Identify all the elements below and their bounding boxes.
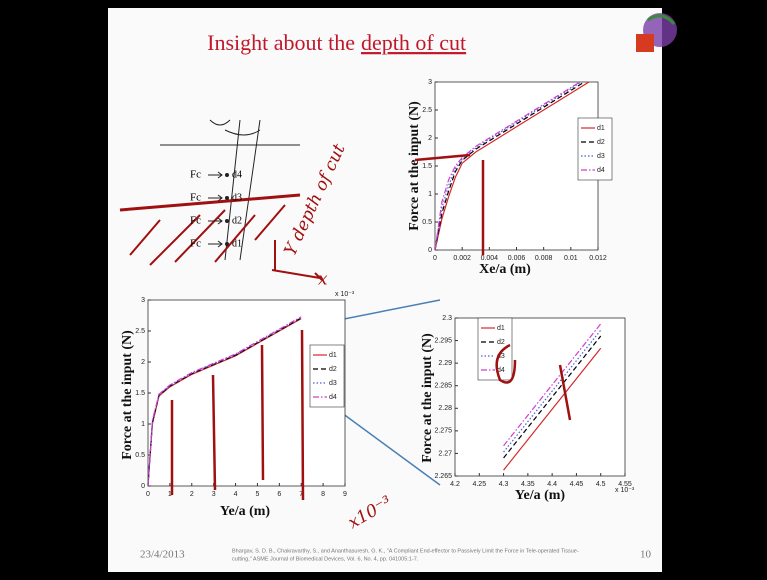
point-label: d2: [232, 215, 242, 226]
point: [225, 173, 229, 177]
slide-screenshot: Insight about the depth of cut Fc d4 Fc d3 F…: [0, 0, 767, 580]
y-tick-label: 0: [141, 483, 145, 490]
x-tick-label: 0.01: [564, 255, 578, 262]
date: 23/4/2013: [140, 549, 185, 561]
y-tick-label: 0.5: [422, 219, 432, 226]
y-tick-label: 2.275: [434, 428, 452, 435]
x-tick-label: 4.5: [596, 481, 606, 488]
y-tick-label: 1: [428, 191, 432, 198]
handwriting: x: [318, 270, 328, 290]
y-tick-label: 0: [428, 247, 432, 254]
x-tick-label: 0.012: [589, 255, 607, 262]
legend-label: d1: [497, 325, 505, 332]
y-axis-label: Force at the input (N): [120, 330, 135, 460]
point: [225, 242, 229, 246]
legend-box: [310, 345, 344, 407]
y-tick-label: 2.265: [434, 473, 452, 480]
x-tick-label: 4.45: [570, 481, 584, 488]
x-tick-label: 4: [234, 491, 238, 498]
y-tick-label: 1.5: [135, 390, 145, 397]
y-tick-label: 2.285: [434, 383, 452, 390]
axis-multiplier: x 10⁻³: [615, 487, 635, 494]
x-tick-label: 8: [321, 491, 325, 498]
legend-label: d2: [597, 139, 605, 146]
legend-label: d3: [597, 153, 605, 160]
x-tick-label: 4.35: [521, 481, 535, 488]
x-tick-label: 4.25: [472, 481, 486, 488]
x-tick-label: 0.006: [508, 255, 526, 262]
y-tick-label: 2: [428, 135, 432, 142]
legend-label: d1: [329, 352, 337, 359]
slide-title: Insight about the: [207, 30, 355, 55]
slide-title-emphasis: depth of cut: [361, 30, 466, 55]
axis-multiplier: x 10⁻³: [335, 291, 355, 298]
y-tick-label: 2.295: [434, 337, 452, 344]
y-tick-label: 3: [141, 297, 145, 304]
y-tick-label: 3: [428, 79, 432, 86]
force-label: Fc: [190, 238, 201, 250]
x-axis-label: Ye/a (m): [220, 504, 270, 519]
y-tick-label: 2.28: [438, 405, 452, 412]
y-tick-label: 2.5: [135, 328, 145, 335]
page-number: 10: [640, 549, 652, 561]
x-tick-label: 3: [212, 491, 216, 498]
legend-label: d3: [329, 380, 337, 387]
x-tick-label: 4.3: [499, 481, 509, 488]
y-tick-label: 1: [141, 421, 145, 428]
x-tick-label: 0.002: [453, 255, 471, 262]
chart: 0 0.002 0.004 0.006 0.008 0.01 0.012 0 0.5 1 1.5 2 2…: [407, 71, 612, 277]
point-label: d4: [232, 169, 242, 180]
y-tick-label: 2.3: [442, 315, 452, 322]
x-tick-label: 2: [190, 491, 194, 498]
legend-label: d1: [597, 125, 605, 132]
x-tick-label: 6: [277, 491, 281, 498]
y-tick-label: 0.5: [135, 452, 145, 459]
citation: cutting," ASME Journal of Biomedical Dev…: [232, 556, 419, 562]
legend-label: d4: [597, 167, 605, 174]
legend-box: [478, 318, 512, 380]
y-tick-label: 2.29: [438, 360, 452, 367]
legend-box: [578, 118, 612, 180]
legend-label: d2: [329, 366, 337, 373]
y-tick-label: 1.5: [422, 163, 432, 170]
force-label: Fc: [190, 169, 201, 181]
legend-label: d4: [329, 394, 337, 401]
x-tick-label: 4.4: [547, 481, 557, 488]
point-label: d1: [232, 238, 242, 249]
x-tick-label: 0.004: [481, 255, 499, 262]
x-tick-label: 4.2: [450, 481, 460, 488]
citation: Bhargav, S. D. B., Chakravarthy, S., and…: [232, 548, 579, 554]
y-axis-label: Force at the input (N): [407, 101, 422, 231]
point: [225, 219, 229, 223]
x-tick-label: 0: [433, 255, 437, 262]
x-axis-label: Ye/a (m): [515, 488, 565, 503]
y-tick-label: 2.27: [438, 450, 452, 457]
y-axis-label: Force at the input (N): [420, 333, 435, 463]
point-label: d3: [232, 192, 242, 203]
y-tick-label: 2: [141, 359, 145, 366]
force-label: Fc: [190, 192, 201, 204]
x-axis-label: Xe/a (m): [479, 262, 531, 277]
x-tick-label: 5: [255, 491, 259, 498]
legend-label: d2: [497, 339, 505, 346]
y-tick-label: 2.5: [422, 107, 432, 114]
x-tick-label: 0.008: [535, 255, 553, 262]
x-tick-label: 0: [146, 491, 150, 498]
x-tick-label: 9: [343, 491, 347, 498]
force-label: Fc: [190, 215, 201, 227]
point: [225, 196, 229, 200]
